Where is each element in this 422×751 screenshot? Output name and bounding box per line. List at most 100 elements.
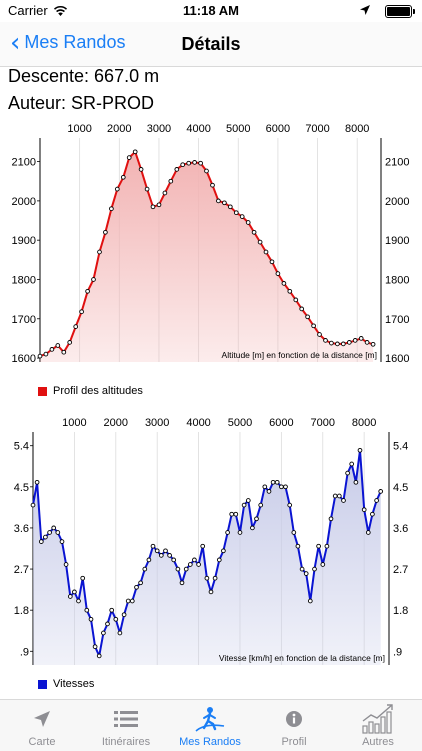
altitude-y-tick-label-left: 1700 <box>12 314 36 326</box>
speed-data-point <box>299 566 305 572</box>
battery-icon <box>385 5 415 18</box>
altitude-data-point <box>346 340 352 345</box>
altitude-data-point <box>299 306 305 312</box>
altitude-data-point <box>257 239 263 245</box>
speed-x-tick-label: 3000 <box>145 417 169 429</box>
speed-data-point <box>142 566 148 572</box>
altitude-data-point <box>340 341 346 347</box>
wifi-icon <box>53 5 68 16</box>
speed-y-tick-label-left: 2.7 <box>14 564 29 576</box>
altitude-x-tick-label: 1000 <box>67 123 91 135</box>
altitude-area <box>40 151 374 362</box>
altitude-x-tick-label: 2000 <box>107 123 131 135</box>
altitude-data-point <box>174 167 180 172</box>
speed-x-tick-label: 6000 <box>269 417 293 429</box>
tab-bar: Carte Itinéraires Mes Randos <box>0 699 422 751</box>
altitude-data-point <box>180 162 186 168</box>
tab-profil[interactable]: Profil <box>252 700 336 751</box>
speed-data-point <box>134 584 139 590</box>
altitude-data-point <box>55 343 61 348</box>
altitude-y-tick-label-right: 2100 <box>385 157 409 169</box>
altitude-x-tick-label: 3000 <box>147 123 171 135</box>
speed-data-point <box>138 580 143 586</box>
altitude-data-point <box>79 309 84 315</box>
altitude-data-point <box>126 155 132 160</box>
altitude-legend: Profil des altitudes <box>38 385 143 397</box>
altitude-data-point <box>132 149 138 155</box>
speed-y-tick-label-left: .9 <box>20 646 29 658</box>
location-services-icon <box>360 5 370 15</box>
tab-itineraires[interactable]: Itinéraires <box>84 700 168 751</box>
altitude-data-point <box>352 338 358 343</box>
speed-data-point <box>225 530 230 535</box>
altitude-data-point <box>204 168 209 174</box>
altitude-data-point <box>329 340 334 346</box>
speed-data-point <box>171 557 177 563</box>
speed-data-point <box>187 562 193 567</box>
altitude-data-point <box>370 341 376 347</box>
speed-data-point <box>283 484 288 490</box>
speed-data-point <box>361 507 367 513</box>
speed-data-point <box>38 539 44 544</box>
altitude-data-point <box>198 160 203 166</box>
tab-autres[interactable]: Autres <box>336 700 420 751</box>
altitude-data-point <box>275 271 281 276</box>
speed-legend: Vitesses <box>38 678 94 690</box>
tab-carte[interactable]: Carte <box>0 700 84 751</box>
altitude-data-point <box>91 277 96 282</box>
speed-data-point <box>204 575 210 581</box>
altitude-y-tick-label-right: 2000 <box>385 196 409 208</box>
speed-data-point <box>270 479 276 485</box>
speed-data-point <box>34 479 40 485</box>
speed-y-tick-label-right: 4.5 <box>393 482 408 494</box>
altitude-x-tick-label: 8000 <box>345 123 369 135</box>
tab-mes-randos[interactable]: Mes Randos <box>168 700 252 751</box>
altitude-y-tick-label-left: 2100 <box>12 157 36 169</box>
altitude-data-point <box>120 174 126 180</box>
altitude-y-tick-label-left: 2000 <box>12 196 36 208</box>
altitude-data-point <box>109 206 114 212</box>
speed-data-point <box>320 562 326 567</box>
speed-data-point <box>221 548 226 554</box>
speed-data-point <box>357 447 363 453</box>
info-icon <box>252 706 336 732</box>
speed-data-point <box>105 621 110 627</box>
speed-data-point <box>30 502 36 508</box>
descente-label: Descente: 667.0 m <box>8 66 160 86</box>
speed-data-point <box>237 530 243 535</box>
altitude-data-point <box>269 259 275 265</box>
speed-x-tick-label: 8000 <box>352 417 376 429</box>
speed-data-point <box>241 502 247 508</box>
altitude-data-point <box>150 204 156 210</box>
speed-y-tick-label-right: 5.4 <box>393 441 408 453</box>
speed-y-tick-label-left: 4.5 <box>14 482 29 494</box>
altitude-y-tick-label-right: 1700 <box>385 314 409 326</box>
speed-data-point <box>146 557 152 563</box>
altitude-data-point <box>61 349 67 355</box>
speed-data-point <box>43 534 48 540</box>
clock: 11:18 AM <box>183 3 239 18</box>
speed-y-tick-label-right: 1.8 <box>393 605 408 617</box>
altitude-data-point <box>43 351 49 357</box>
altitude-y-tick-label-left: 1800 <box>12 274 36 286</box>
speed-data-point <box>63 562 69 567</box>
speed-x-tick-label: 4000 <box>186 417 210 429</box>
speed-y-tick-label-left: 1.8 <box>14 605 29 617</box>
back-button[interactable]: ‹ Mes Randos <box>10 30 126 56</box>
altitude-data-point <box>114 186 120 192</box>
altitude-data-point <box>85 288 90 294</box>
speed-data-point <box>88 616 94 622</box>
speed-x-tick-label: 7000 <box>311 417 335 429</box>
altitude-data-point <box>323 338 328 343</box>
altitude-y-tick-label-left: 1600 <box>12 353 36 365</box>
speed-data-point <box>266 489 272 494</box>
altitude-data-point <box>293 297 299 303</box>
speed-data-point <box>262 484 268 490</box>
altitude-data-point <box>216 198 221 204</box>
speed-data-point <box>47 530 52 535</box>
speed-data-point <box>336 493 342 499</box>
altitude-data-point <box>239 214 245 219</box>
altitude-data-point <box>144 186 150 192</box>
back-button-label: Mes Randos <box>24 32 126 52</box>
speed-chart: 1000 2000 3000 4000 5000 6000 7000 8000 .9 .9 1.8 1… <box>14 417 408 665</box>
